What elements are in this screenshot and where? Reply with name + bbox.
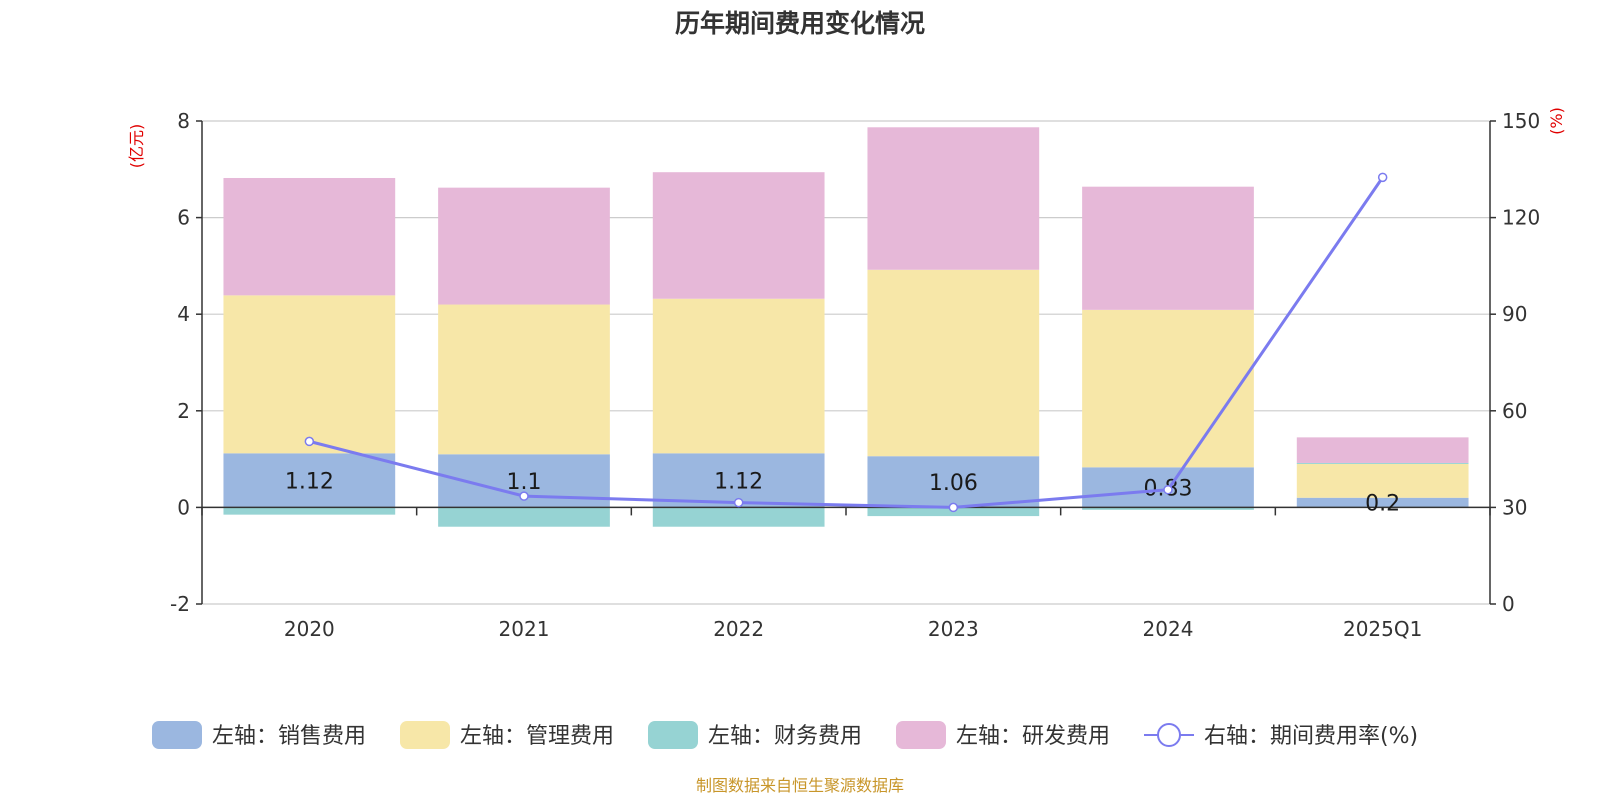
- bar-segment: [652, 172, 825, 299]
- bar-segment: [1082, 507, 1254, 510]
- right-axis-tick-label: 60: [1502, 399, 1527, 423]
- bar-data-label: 0.2: [1365, 492, 1400, 517]
- bar-data-label: 1.06: [929, 471, 978, 496]
- bar-segment: [652, 507, 825, 527]
- bar-segment: [438, 304, 610, 455]
- x-axis-tick-label: 2025Q1: [1343, 617, 1422, 641]
- legend-label: 左轴：研发费用: [956, 724, 1110, 749]
- rate-line-point: [948, 502, 959, 513]
- bar-segment: [1296, 463, 1469, 498]
- bar-segment: [1296, 462, 1469, 464]
- legend-label: 左轴：管理费用: [460, 724, 614, 749]
- legend[interactable]: 左轴：销售费用 左轴：管理费用 左轴：财务费用 左轴：研发费用 右轴：期间费用率(%): [152, 721, 1418, 749]
- right-axis-tick-label: 120: [1502, 206, 1540, 230]
- legend-label: 左轴：销售费用: [212, 724, 366, 749]
- left-axis-tick-label: 4: [177, 302, 190, 326]
- left-axis-tick-label: 2: [177, 399, 190, 423]
- x-axis-tick-label: 2021: [499, 617, 550, 641]
- rate-line-path: [308, 176, 1384, 509]
- bar-segment: [438, 507, 610, 527]
- right-axis-unit: (%): [1547, 107, 1566, 135]
- bar-segment: [867, 269, 1040, 457]
- rate-line-point: [1163, 484, 1173, 495]
- rate-line-point: [1377, 172, 1388, 183]
- bars: [223, 127, 1469, 527]
- rate-line-point: [519, 491, 529, 501]
- bar-segment: [867, 456, 1040, 508]
- left-axis-tick-label: -2: [170, 592, 190, 616]
- bar-segment: [223, 453, 396, 508]
- bar-segment: [223, 177, 396, 296]
- x-axis-tick-label: 2023: [928, 617, 979, 641]
- x-axis-tick-label: 2020: [284, 617, 335, 641]
- rate-line-point: [733, 497, 744, 508]
- bar-segment: [1296, 437, 1469, 463]
- left-axis-unit: (亿元): [127, 124, 146, 169]
- bar-segment: [438, 187, 610, 305]
- chart-title: 历年期间费用变化情况: [675, 9, 925, 38]
- bar-labels: 1.121.11.121.060.830.2: [285, 469, 1400, 516]
- bar-segment: [1296, 497, 1469, 508]
- bar-segment: [1082, 186, 1254, 310]
- left-axis-tick-label: 6: [177, 206, 190, 230]
- bar-data-label: 1.12: [285, 469, 334, 494]
- x-axis-tick-label: 2022: [713, 617, 764, 641]
- legend-swatch: [896, 721, 946, 749]
- rate-line: [304, 172, 1388, 513]
- legend-swatch: [648, 721, 698, 749]
- x-axis-tick-label: 2024: [1143, 617, 1194, 641]
- bar-segment: [1082, 309, 1254, 468]
- legend-swatch-marker: [1157, 723, 1181, 747]
- right-axis-tick-label: 30: [1502, 495, 1527, 519]
- right-axis-tick-label: 0: [1502, 592, 1515, 616]
- bar-segment: [652, 298, 825, 454]
- bar-segment: [223, 507, 396, 515]
- axes: -2 0 2 4 6 8 0 30 60 90 120 150 2020 2021 2022 2023 2024…: [127, 107, 1566, 641]
- legend-label: 左轴：财务费用: [708, 724, 862, 749]
- left-axis-tick-label: 8: [177, 109, 190, 133]
- bar-segment: [223, 295, 396, 454]
- left-axis-tick-label: 0: [177, 495, 190, 519]
- right-axis-tick-label: 90: [1502, 302, 1527, 326]
- source-note: 制图数据来自恒生聚源数据库: [696, 776, 904, 795]
- legend-swatch: [152, 721, 202, 749]
- bar-data-label: 1.1: [507, 470, 542, 495]
- right-axis-tick-label: 150: [1502, 109, 1540, 133]
- legend-label: 右轴：期间费用率(%): [1204, 724, 1418, 749]
- legend-swatch: [400, 721, 450, 749]
- rate-line-point: [304, 436, 315, 447]
- bar-segment: [867, 127, 1040, 270]
- bar-data-label: 1.12: [714, 469, 763, 494]
